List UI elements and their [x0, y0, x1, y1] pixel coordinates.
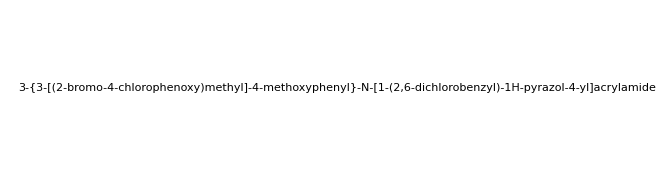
Text: 3-{3-[(2-bromo-4-chlorophenoxy)methyl]-4-methoxyphenyl}-N-[1-(2,6-dichlorobenzyl: 3-{3-[(2-bromo-4-chlorophenoxy)methyl]-4… — [18, 83, 656, 93]
